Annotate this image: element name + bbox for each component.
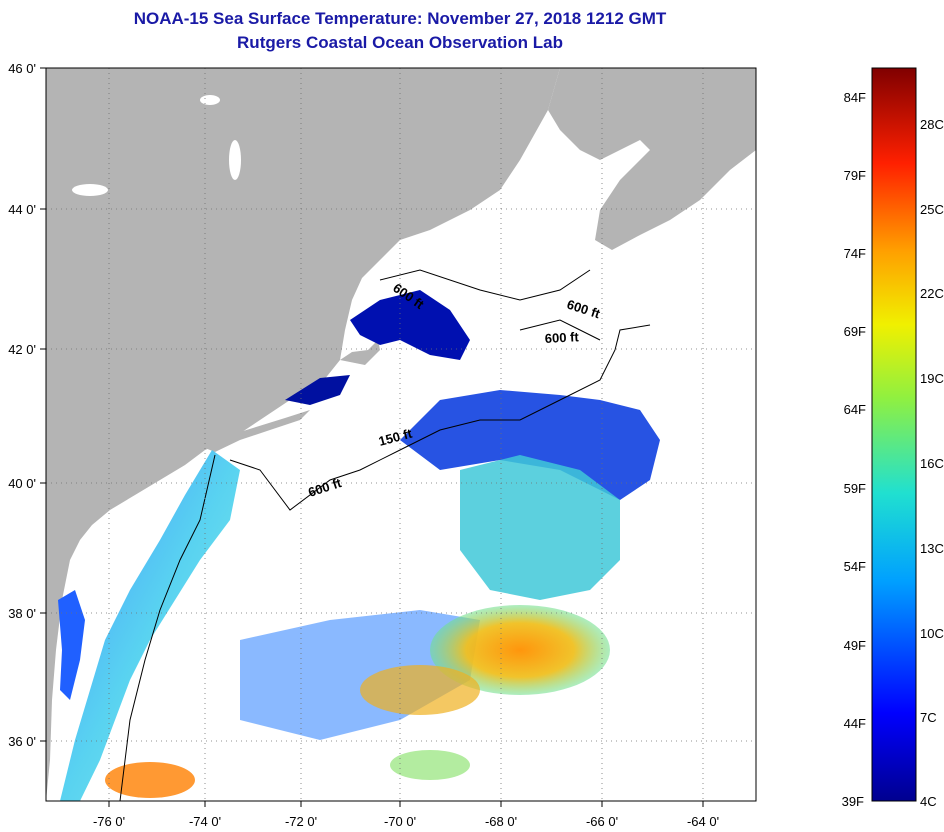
lake (200, 95, 220, 105)
land-long-island (205, 410, 310, 452)
colorbar-f-79: 79F (844, 168, 866, 183)
colorbar-c-28: 28C (920, 117, 944, 132)
colorbar-f-39: 39F (842, 794, 864, 809)
sst-chesapeake (58, 590, 85, 700)
land-us-northeast (46, 68, 560, 801)
tick-marks (40, 67, 704, 807)
sst-georges-bank (400, 390, 660, 500)
lat-label-46: 46 0' (8, 61, 36, 76)
colorbar-f-84: 84F (844, 90, 866, 105)
colorbar-f-49: 49F (844, 638, 866, 653)
colorbar-c-13: 13C (920, 541, 944, 556)
colorbar-c-4: 4C (920, 794, 937, 809)
colorbar-f-54: 54F (844, 559, 866, 574)
lake-champlain (229, 140, 241, 180)
lat-label-38: 38 0' (8, 606, 36, 621)
sst-gulf-of-maine (350, 290, 470, 360)
colorbar-f-74: 74F (844, 246, 866, 261)
land-cape-cod (340, 340, 380, 365)
colorbar-c-25: 25C (920, 202, 944, 217)
depth-contours (119, 269, 651, 801)
colorbar-f-59: 59F (844, 481, 866, 496)
lat-label-40: 40 0' (8, 476, 36, 491)
map-frame (45, 67, 757, 802)
sst-southern-mid (390, 750, 470, 780)
graticule (46, 68, 756, 801)
lon-label-72: -72 0' (285, 814, 317, 829)
lake-ontario (72, 184, 108, 196)
sst-gulf-stream-west (360, 665, 480, 715)
sst-cape-hatteras-warm (105, 762, 195, 798)
lon-label-76: -76 0' (93, 814, 125, 829)
lat-label-36: 36 0' (8, 734, 36, 749)
colorbar-c-22: 22C (920, 286, 944, 301)
map-subtitle: Rutgers Coastal Ocean Observation Lab (237, 33, 563, 52)
colorbar-f-44: 44F (844, 716, 866, 731)
colorbar-f-69: 69F (844, 324, 866, 339)
sst-gulf-stream (430, 605, 610, 695)
lat-label-42: 42 0' (8, 342, 36, 357)
lon-label-64: -64 0' (687, 814, 719, 829)
colorbar-c-7: 7C (920, 710, 937, 725)
lon-label-74: -74 0' (189, 814, 221, 829)
colorbar-c-19: 19C (920, 371, 944, 386)
sst-long-island-sound (285, 375, 350, 405)
colorbar-c-16: 16C (920, 456, 944, 471)
contour-label-600ft-east: 600 ft (544, 329, 579, 346)
lon-label-66: -66 0' (586, 814, 618, 829)
colorbar-f-64: 64F (844, 402, 866, 417)
sst-coastal-band (60, 450, 240, 801)
land-nova-scotia (548, 68, 756, 250)
sst-offshore-mid (460, 455, 620, 600)
colorbar (871, 67, 917, 802)
lat-label-44: 44 0' (8, 202, 36, 217)
lon-label-70: -70 0' (384, 814, 416, 829)
map-title: NOAA-15 Sea Surface Temperature: Novembe… (133, 9, 667, 28)
colorbar-c-10: 10C (920, 626, 944, 641)
lon-label-68: -68 0' (485, 814, 517, 829)
